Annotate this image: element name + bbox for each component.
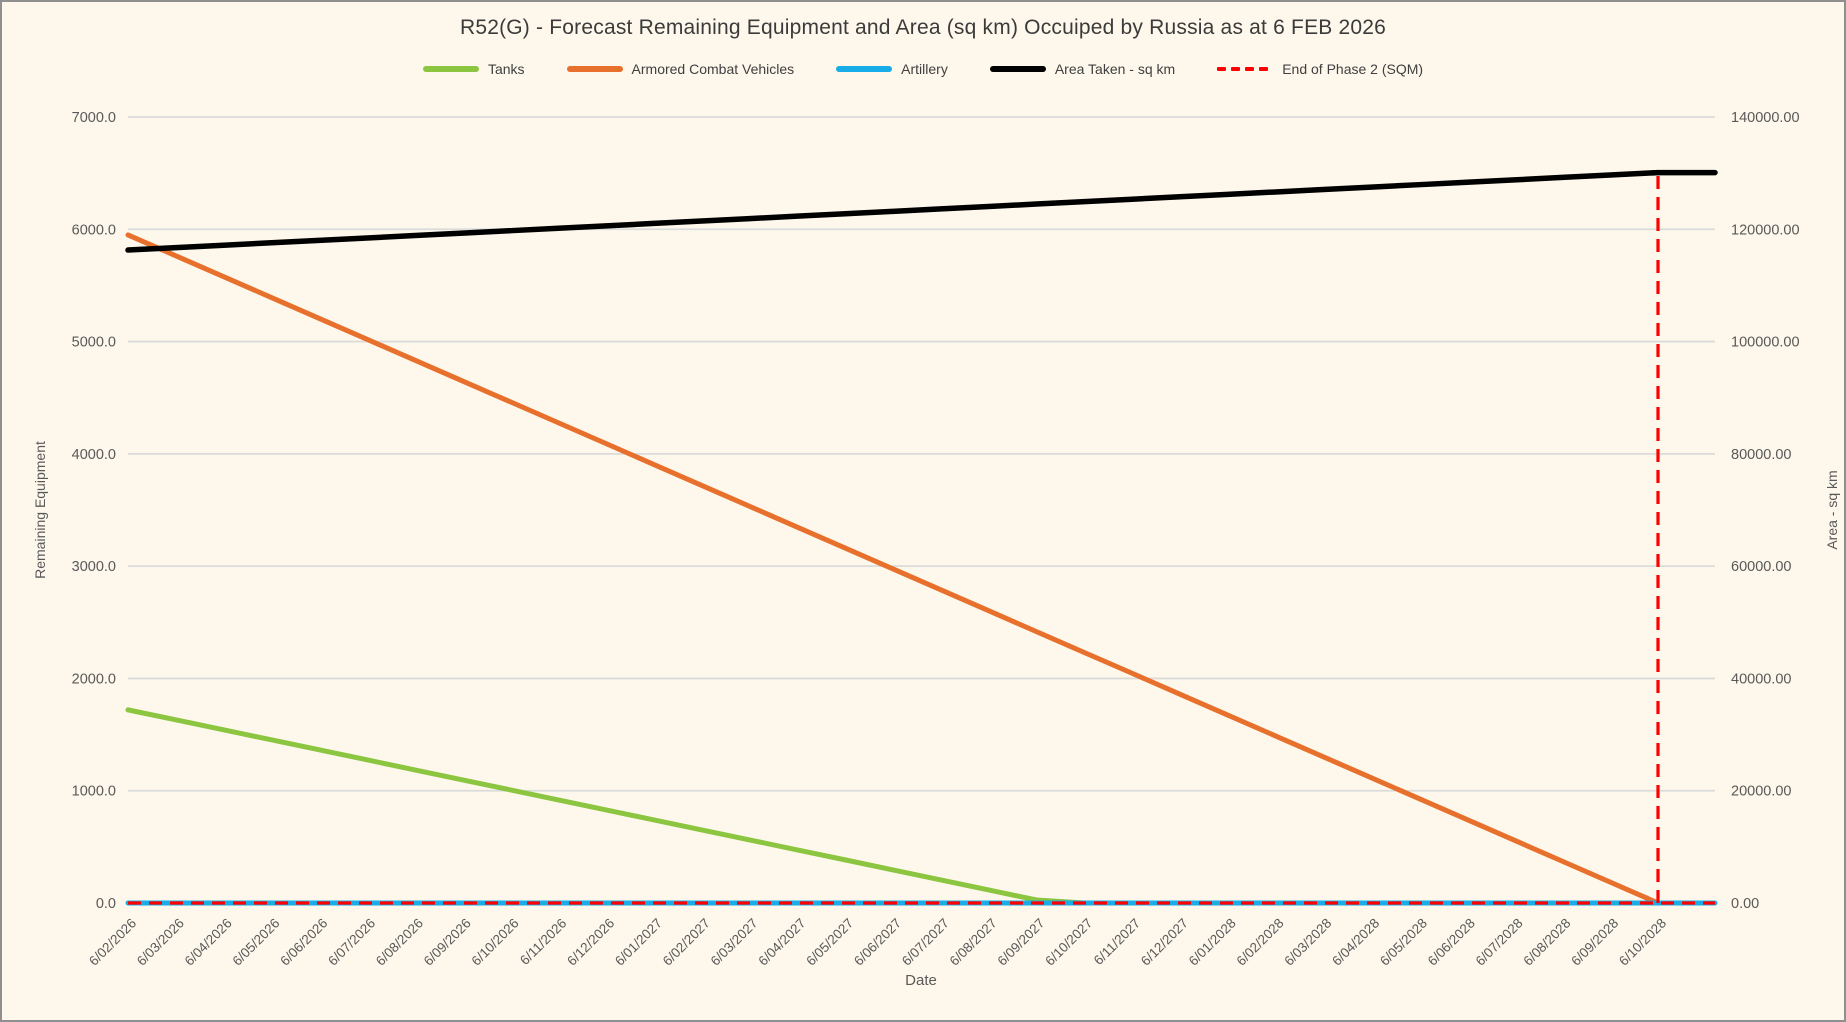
x-axis-tick-label: 6/12/2026 xyxy=(564,916,617,969)
legend-label-armored-combat-vehicles: Armored Combat Vehicles xyxy=(631,61,795,77)
x-axis-tick-label: 6/07/2028 xyxy=(1473,916,1526,969)
x-axis-tick-label: 6/08/2028 xyxy=(1520,916,1573,969)
x-axis-tick-label: 6/01/2027 xyxy=(612,916,665,969)
legend-item-tanks: Tanks xyxy=(422,61,525,77)
x-axis-tick-label: 6/04/2027 xyxy=(755,916,808,969)
chart-legend: Tanks Armored Combat Vehicles Artillery … xyxy=(0,61,1846,77)
y-axis-tick-label-right: 40000.00 xyxy=(1731,671,1791,687)
legend-swatch-artillery xyxy=(836,66,893,72)
legend-item-artillery: Artillery xyxy=(836,61,948,77)
x-axis-tick-label: 6/11/2027 xyxy=(1091,916,1143,968)
x-axis-tick-label: 6/02/2028 xyxy=(1234,916,1287,969)
x-axis-tick-label: 6/09/2026 xyxy=(421,916,474,969)
legend-label-area-taken: Area Taken - sq km xyxy=(1054,61,1176,77)
x-axis-tick-label: 6/05/2027 xyxy=(803,916,856,969)
y-axis-tick-label-right: 20000.00 xyxy=(1731,784,1791,800)
legend-swatch-area-taken xyxy=(989,66,1046,72)
x-axis-tick-label: 6/04/2026 xyxy=(182,916,235,969)
y-axis-tick-label-left: 3000.0 xyxy=(72,559,116,575)
legend-item-armored-combat-vehicles: Armored Combat Vehicles xyxy=(566,61,795,77)
legend-swatch-tanks xyxy=(422,66,479,72)
x-axis-tick-label: 6/06/2028 xyxy=(1425,916,1478,969)
legend-label-end-of-phase-2: End of Phase 2 (SQM) xyxy=(1282,61,1424,77)
x-axis-tick-label: 6/11/2026 xyxy=(517,916,569,968)
y-axis-tick-label-right: 0.00 xyxy=(1731,896,1759,912)
y-axis-tick-label-left: 0.0 xyxy=(96,896,116,912)
series-line-area-taken-sq-km xyxy=(125,169,1718,253)
y-axis-tick-label-left: 6000.0 xyxy=(72,222,116,238)
legend-dash xyxy=(1259,67,1269,71)
x-axis-tick-label: 6/03/2027 xyxy=(708,916,761,969)
x-axis-tick-label: 6/06/2026 xyxy=(277,916,330,969)
y-axis-tick-label-left: 7000.0 xyxy=(72,110,116,126)
x-axis-tick-label: 6/12/2027 xyxy=(1138,916,1191,969)
x-axis-tick-label: 6/08/2026 xyxy=(373,916,426,969)
x-axis-tick-label: 6/09/2027 xyxy=(994,916,1047,969)
legend-item-end-of-phase-2: End of Phase 2 (SQM) xyxy=(1217,61,1423,77)
x-axis-tick-label: 6/04/2028 xyxy=(1329,916,1382,969)
legend-dash xyxy=(1245,67,1255,71)
legend-label-tanks: Tanks xyxy=(487,61,525,77)
y-axis-title-left: Remaining Equipment xyxy=(32,441,48,579)
legend-dash xyxy=(1217,67,1227,71)
y-axis-tick-label-left: 1000.0 xyxy=(72,784,116,800)
series-line-tanks xyxy=(125,707,1661,906)
legend-label-artillery: Artillery xyxy=(901,61,948,77)
chart-title: R52(G) - Forecast Remaining Equipment an… xyxy=(459,16,1387,39)
legend-swatch-end-of-phase-2 xyxy=(1217,66,1273,72)
x-axis-tick-label: 6/02/2027 xyxy=(660,916,713,969)
x-axis-tick-label: 6/10/2026 xyxy=(469,916,522,969)
x-axis-tick-label: 6/05/2028 xyxy=(1377,916,1430,969)
x-axis-tick-label: 6/10/2028 xyxy=(1616,916,1669,969)
x-axis-tick-label: 6/07/2027 xyxy=(899,916,952,969)
y-axis-tick-label-right: 60000.00 xyxy=(1731,559,1791,575)
legend-dash xyxy=(1231,67,1241,71)
x-axis-tick-label: 6/08/2027 xyxy=(947,916,1000,969)
y-axis-tick-label-left: 4000.0 xyxy=(72,447,116,463)
x-axis-tick-label: 6/09/2028 xyxy=(1568,916,1621,969)
x-axis-tick-label: 6/03/2026 xyxy=(134,916,187,969)
x-axis-tick-label: 6/03/2028 xyxy=(1281,916,1334,969)
y-axis-tick-label-right: 80000.00 xyxy=(1731,447,1791,463)
series-line-armored-combat-vehicles xyxy=(125,232,1661,906)
x-axis-tick-label: 6/05/2026 xyxy=(229,916,282,969)
x-axis-tick-label: 6/01/2028 xyxy=(1186,916,1239,969)
x-axis-tick-label: 6/02/2026 xyxy=(86,916,139,969)
legend-item-area-taken: Area Taken - sq km xyxy=(989,61,1176,77)
legend-swatch-armored-combat-vehicles xyxy=(566,66,623,72)
x-axis-title: Date xyxy=(905,972,937,989)
y-axis-tick-label-right: 100000.00 xyxy=(1731,335,1800,351)
x-axis-tick-label: 6/07/2026 xyxy=(325,916,378,969)
y-axis-tick-label-left: 5000.0 xyxy=(72,335,116,351)
x-axis-tick-label: 6/06/2027 xyxy=(851,916,904,969)
y-axis-tick-label-right: 140000.00 xyxy=(1731,110,1800,126)
y-axis-tick-label-right: 120000.00 xyxy=(1731,222,1800,238)
y-axis-tick-label-left: 2000.0 xyxy=(72,671,116,687)
y-axis-title-right: Area - sq km xyxy=(1824,470,1840,550)
x-axis-tick-label: 6/10/2027 xyxy=(1042,916,1095,969)
